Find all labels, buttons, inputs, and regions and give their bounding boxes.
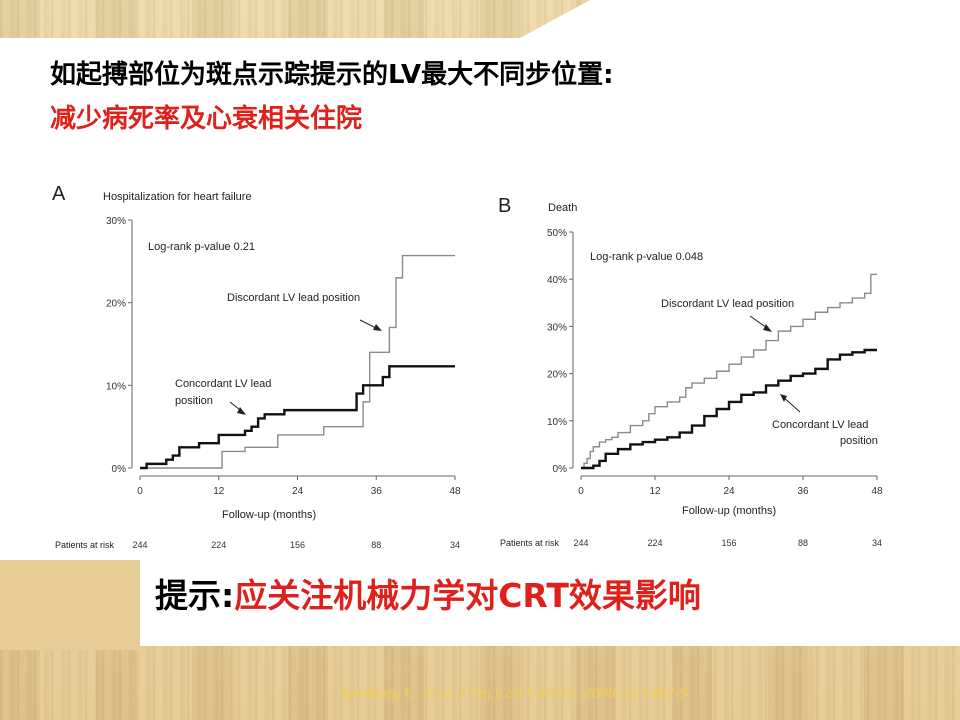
series-label-discordant: Discordant LV lead position: [661, 298, 794, 310]
y-tick-label: 50%: [547, 228, 567, 239]
series-line-concordant: [581, 348, 877, 470]
hint-line: 提示:应关注机械力学对CRT效果影响: [155, 576, 701, 616]
x-tick-label: 48: [871, 486, 883, 497]
hint-text: 应关注机械力学对CRT效果影响: [234, 576, 701, 615]
chart-title: Hospitalization for heart failure: [103, 191, 252, 203]
series-line-discordant: [140, 254, 455, 469]
x-axis-label: Follow-up (months): [682, 505, 776, 517]
hint-prefix: 提示:: [155, 576, 235, 615]
x-tick-label: 0: [578, 486, 584, 497]
x-tick-label: 12: [649, 486, 661, 497]
x-tick-label: 48: [449, 486, 461, 497]
panel-label: A: [52, 183, 66, 205]
series-label-concordant: Concordant LV lead position: [772, 419, 878, 447]
x-tick-label: 36: [797, 486, 809, 497]
patients-at-risk-value: 34: [872, 538, 882, 548]
x-tick-label: 36: [371, 486, 383, 497]
patients-at-risk-value: 88: [798, 538, 808, 548]
patients-at-risk-value: 88: [371, 540, 381, 550]
x-tick-label: 0: [137, 486, 143, 497]
concordant-label-line1: Concordant LV lead: [175, 378, 271, 390]
series-label-concordant: Concordant LV lead position: [175, 378, 274, 407]
slide-title-line1: 如起搏部位为斑点示踪提示的LV最大不同步位置:: [50, 60, 614, 90]
slide-title-line2: 减少病死率及心衰相关住院: [50, 104, 363, 134]
y-tick-label: 10%: [106, 381, 126, 392]
citation: Ypenburg C, et al. J Am Coll Cardiol. 20…: [340, 685, 692, 702]
logrank-annotation: Log-rank p-value 0.048: [590, 251, 703, 263]
arrow-head-discordant: [373, 324, 382, 331]
x-tick-label: 24: [292, 486, 304, 497]
x-tick-label: 24: [723, 486, 735, 497]
chart-panel-b: B Death Log-rank p-value 0.048 Discordan…: [498, 195, 883, 548]
logrank-annotation: Log-rank p-value 0.21: [148, 241, 255, 253]
y-tick-label: 30%: [547, 322, 567, 333]
y-tick-label: 30%: [106, 216, 126, 227]
patients-at-risk-label: Patients at risk: [500, 538, 560, 548]
y-tick-label: 0%: [112, 464, 127, 475]
patients-at-risk-value: 34: [450, 540, 460, 550]
patients-at-risk-value: 156: [721, 538, 736, 548]
x-axis-label: Follow-up (months): [222, 509, 316, 521]
concordant-label-line2: position: [840, 435, 878, 447]
y-tick-label: 40%: [547, 275, 567, 286]
patients-at-risk-value: 244: [132, 540, 147, 550]
patients-at-risk-label: Patients at risk: [55, 540, 115, 550]
panel-label: B: [498, 195, 511, 217]
series-line-discordant: [581, 273, 877, 469]
chart-title: Death: [548, 202, 577, 214]
x-tick-label: 12: [213, 486, 225, 497]
series-line-concordant: [140, 365, 455, 470]
series-label-discordant: Discordant LV lead position: [227, 292, 360, 304]
y-tick-label: 0%: [553, 464, 568, 475]
y-tick-label: 10%: [547, 417, 567, 428]
arrow-head-concordant: [780, 394, 787, 402]
paper-torn-corner: [0, 560, 140, 650]
y-tick-label: 20%: [547, 370, 567, 381]
patients-at-risk-value: 224: [211, 540, 226, 550]
concordant-label-line2: position: [175, 395, 213, 407]
patients-at-risk-value: 244: [573, 538, 588, 548]
arrow-head-concordant: [237, 407, 246, 415]
concordant-label-line1: Concordant LV lead: [772, 419, 868, 431]
y-tick-label: 20%: [106, 299, 126, 310]
patients-at-risk-value: 156: [290, 540, 305, 550]
patients-at-risk-value: 224: [647, 538, 662, 548]
arrow-head-discordant: [763, 324, 772, 332]
chart-panel-a: A Hospitalization for heart failure Log-…: [52, 183, 461, 550]
